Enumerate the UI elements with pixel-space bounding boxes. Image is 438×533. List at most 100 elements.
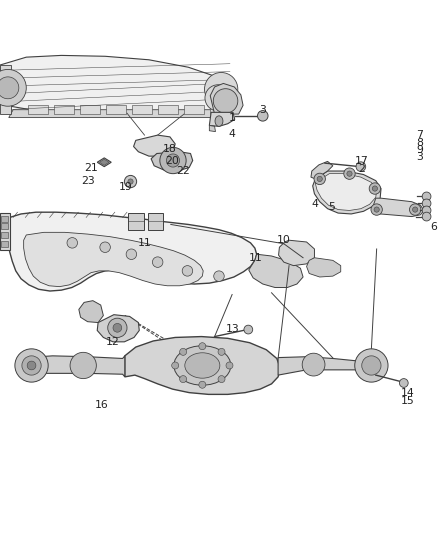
Polygon shape [249, 254, 303, 287]
Circle shape [347, 171, 352, 176]
Circle shape [108, 318, 127, 337]
Polygon shape [81, 106, 100, 114]
Circle shape [422, 199, 431, 208]
Circle shape [244, 325, 253, 334]
Text: 12: 12 [106, 337, 120, 347]
Circle shape [355, 349, 388, 382]
Circle shape [413, 207, 418, 212]
Polygon shape [313, 171, 381, 214]
Text: 4: 4 [229, 129, 236, 139]
Polygon shape [24, 232, 203, 287]
Polygon shape [278, 357, 376, 375]
Circle shape [317, 176, 322, 182]
Circle shape [213, 88, 238, 113]
Polygon shape [1, 241, 8, 247]
Circle shape [371, 204, 382, 215]
Circle shape [410, 204, 421, 215]
Polygon shape [279, 240, 314, 265]
Circle shape [166, 154, 180, 167]
Circle shape [199, 343, 206, 350]
Circle shape [369, 183, 381, 194]
Circle shape [422, 206, 431, 215]
Circle shape [100, 242, 110, 253]
Text: 13: 13 [226, 324, 240, 334]
Text: 14: 14 [400, 387, 414, 398]
Circle shape [218, 376, 225, 383]
Circle shape [302, 353, 325, 376]
Polygon shape [125, 336, 280, 394]
Polygon shape [0, 65, 11, 114]
Text: 22: 22 [176, 166, 190, 176]
Circle shape [160, 148, 186, 174]
Circle shape [344, 168, 355, 179]
Text: 15: 15 [400, 395, 414, 406]
Polygon shape [1, 216, 8, 222]
Text: 11: 11 [138, 238, 152, 248]
Circle shape [22, 356, 41, 375]
Ellipse shape [215, 116, 223, 126]
Polygon shape [106, 106, 126, 114]
Polygon shape [209, 125, 215, 132]
Circle shape [258, 110, 268, 121]
Polygon shape [307, 258, 341, 277]
Text: 6: 6 [430, 222, 437, 232]
Text: 1: 1 [229, 114, 236, 124]
Circle shape [399, 378, 408, 387]
Polygon shape [132, 106, 152, 114]
Circle shape [128, 179, 133, 184]
Circle shape [422, 212, 431, 221]
Polygon shape [315, 174, 377, 211]
Circle shape [372, 186, 378, 191]
Polygon shape [79, 301, 103, 322]
Circle shape [226, 362, 233, 369]
Circle shape [218, 349, 225, 356]
Polygon shape [128, 213, 144, 230]
Polygon shape [373, 198, 424, 216]
Circle shape [180, 376, 187, 383]
Text: 3: 3 [259, 105, 266, 115]
Polygon shape [134, 135, 175, 156]
Circle shape [356, 162, 366, 172]
Text: 23: 23 [81, 176, 95, 186]
Polygon shape [26, 356, 125, 377]
Polygon shape [0, 213, 10, 250]
Text: 4: 4 [311, 199, 318, 209]
Polygon shape [54, 106, 74, 114]
Polygon shape [0, 55, 237, 115]
Text: 10: 10 [277, 235, 291, 245]
Ellipse shape [174, 346, 231, 385]
Polygon shape [151, 152, 193, 171]
Text: 20: 20 [165, 156, 179, 166]
Circle shape [124, 175, 137, 188]
Circle shape [180, 349, 187, 356]
Circle shape [27, 361, 36, 370]
Polygon shape [158, 106, 178, 114]
Polygon shape [28, 106, 48, 114]
Ellipse shape [185, 353, 220, 378]
Polygon shape [209, 112, 235, 126]
Circle shape [15, 349, 48, 382]
Text: 9: 9 [416, 145, 423, 155]
Text: 18: 18 [163, 144, 177, 154]
Circle shape [172, 362, 179, 369]
Text: 7: 7 [416, 130, 423, 140]
Circle shape [214, 271, 224, 281]
Polygon shape [1, 232, 8, 238]
Circle shape [422, 192, 431, 201]
Text: 2: 2 [358, 164, 365, 174]
Text: 11: 11 [248, 253, 262, 263]
Circle shape [374, 207, 379, 212]
Circle shape [199, 381, 206, 388]
Polygon shape [9, 110, 232, 118]
Text: 5: 5 [328, 203, 336, 212]
Circle shape [182, 265, 193, 276]
Circle shape [152, 257, 163, 268]
Circle shape [67, 238, 78, 248]
Circle shape [113, 324, 122, 332]
Polygon shape [148, 213, 163, 230]
Polygon shape [311, 161, 333, 179]
Circle shape [70, 352, 96, 378]
Circle shape [362, 356, 381, 375]
Polygon shape [1, 223, 8, 229]
Polygon shape [10, 212, 257, 291]
